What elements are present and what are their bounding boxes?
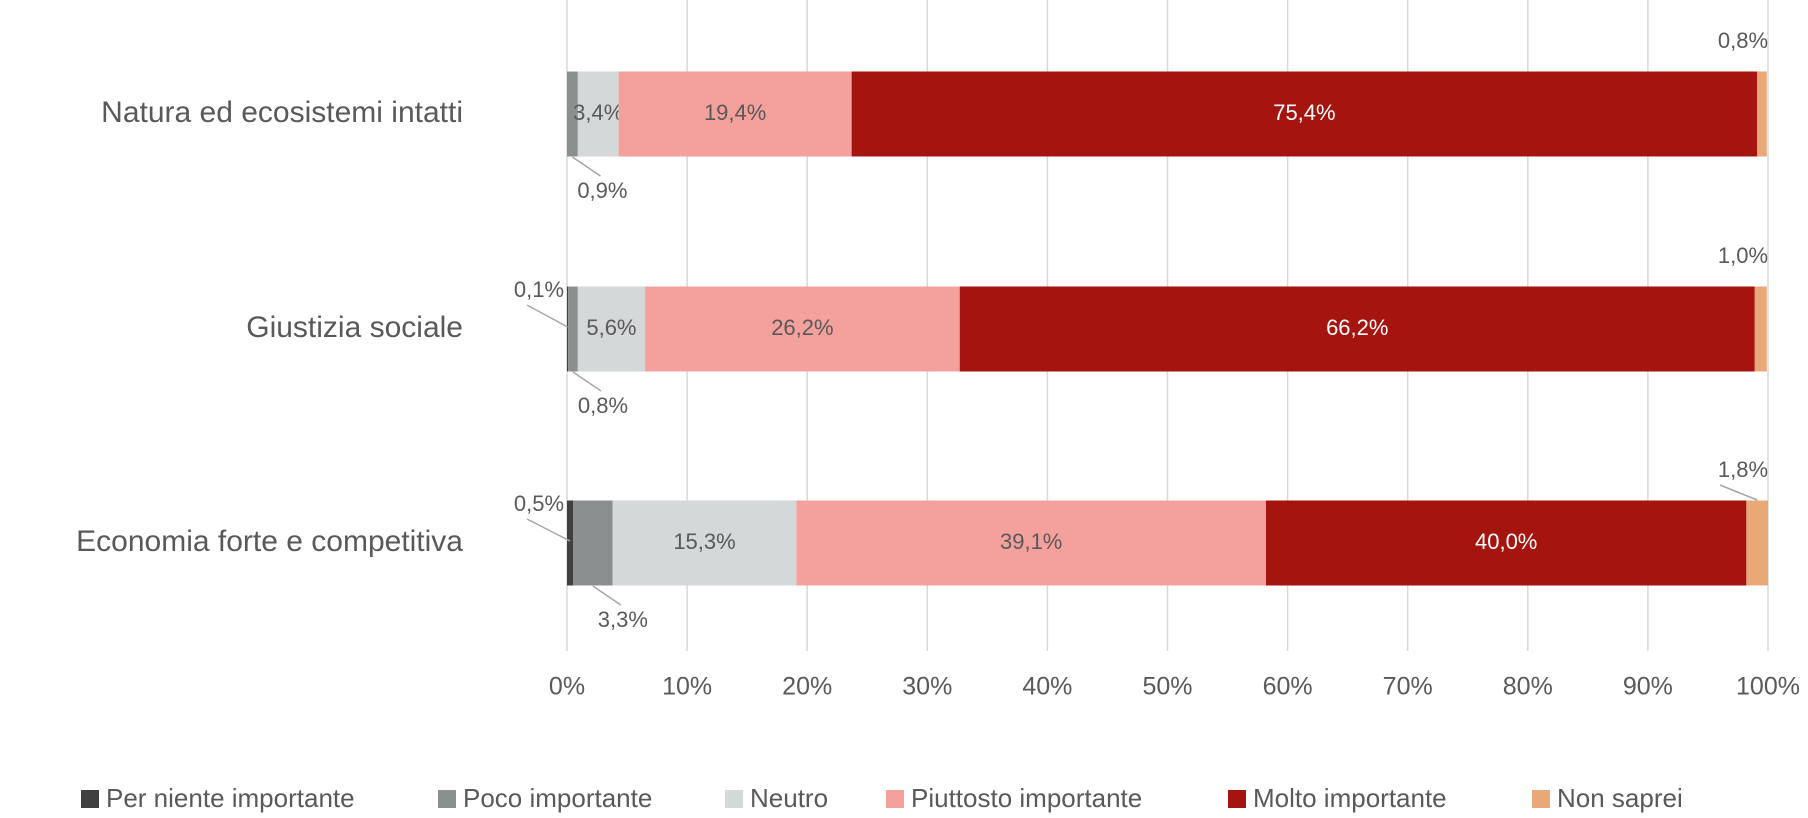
bar-segment <box>1746 500 1768 586</box>
category-label: Giustizia sociale <box>246 311 463 344</box>
bar-segment <box>577 286 646 372</box>
value-label: 1,0% <box>1718 243 1768 268</box>
legend-label: Piuttosto importante <box>911 783 1142 813</box>
bar-segment <box>618 71 852 157</box>
bar-segment <box>573 500 613 586</box>
leader-line <box>526 518 571 542</box>
legend-swatch <box>1532 790 1550 808</box>
leader-line <box>526 304 568 328</box>
bar-segment <box>567 71 578 157</box>
bar-segment <box>577 71 619 157</box>
value-label: 19,4% <box>704 100 766 125</box>
value-label: 0,8% <box>1718 28 1768 53</box>
value-label: 0,5% <box>514 491 564 516</box>
legend-swatch <box>1228 790 1246 808</box>
bar-segment <box>645 286 960 372</box>
value-label: 0,9% <box>577 178 627 203</box>
legend-label: Neutro <box>750 783 828 813</box>
x-tick-label: 20% <box>782 673 832 701</box>
value-label: 39,1% <box>1000 529 1062 554</box>
category-label: Natura ed ecosistemi intatti <box>101 96 463 129</box>
legend-label: Poco importante <box>463 783 652 813</box>
legend-swatch <box>725 790 743 808</box>
value-label: 75,4% <box>1273 100 1335 125</box>
legend-swatch <box>81 790 99 808</box>
value-label: 1,8% <box>1718 457 1768 482</box>
x-tick-label: 90% <box>1623 673 1673 701</box>
legend-swatch <box>438 790 456 808</box>
bar-segment <box>796 500 1266 586</box>
x-tick-label: 60% <box>1263 673 1313 701</box>
legend-swatch <box>886 790 904 808</box>
x-tick-label: 100% <box>1736 673 1800 701</box>
x-tick-label: 0% <box>549 673 585 701</box>
x-tick-label: 40% <box>1022 673 1072 701</box>
value-label: 66,2% <box>1326 315 1388 340</box>
value-label: 15,3% <box>673 529 735 554</box>
category-label: Economia forte e competitiva <box>76 525 463 558</box>
value-label: 0,1% <box>514 277 564 302</box>
x-tick-label: 10% <box>662 673 712 701</box>
bar-segment <box>568 286 578 372</box>
leader-line <box>1719 484 1758 501</box>
x-tick-label: 30% <box>902 673 952 701</box>
bar-segment <box>567 286 569 372</box>
bar-segment <box>1265 500 1747 586</box>
leader-line <box>592 585 622 606</box>
bar-segment <box>1754 286 1767 372</box>
legend-label: Per niente importante <box>106 783 355 813</box>
bar-segment <box>612 500 797 586</box>
legend-label: Molto importante <box>1253 783 1447 813</box>
value-label: 26,2% <box>771 315 833 340</box>
value-label: 3,4% <box>573 100 623 125</box>
x-tick-label: 80% <box>1503 673 1553 701</box>
leader-line <box>571 156 601 177</box>
value-label: 3,3% <box>598 607 648 632</box>
leader-line <box>572 371 602 392</box>
legend-label: Non saprei <box>1557 783 1683 813</box>
value-label: 5,6% <box>586 315 636 340</box>
x-tick-label: 70% <box>1383 673 1433 701</box>
x-tick-label: 50% <box>1142 673 1192 701</box>
bar-segment <box>851 71 1758 157</box>
bar-segment <box>567 500 574 586</box>
bar-segment <box>1757 71 1767 157</box>
value-label: 0,8% <box>578 393 628 418</box>
value-label: 40,0% <box>1475 529 1537 554</box>
bar-segment <box>959 286 1755 372</box>
